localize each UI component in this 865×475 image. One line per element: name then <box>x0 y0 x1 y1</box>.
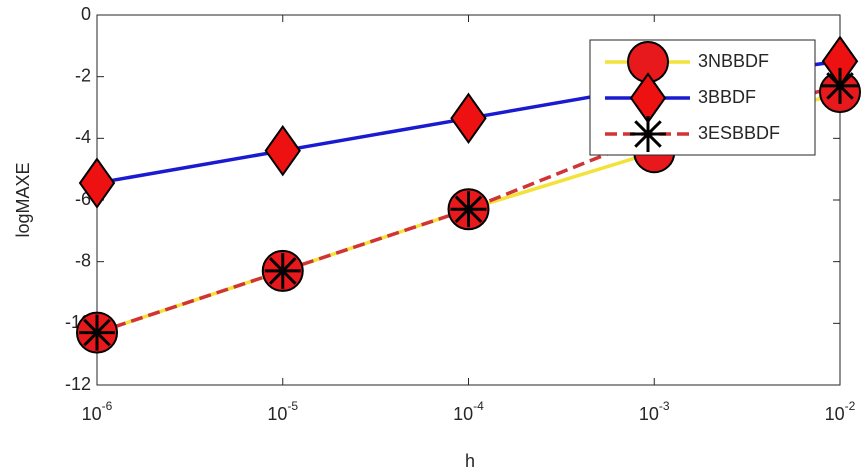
y-tick-label: -12 <box>65 374 91 394</box>
y-tick-label: -8 <box>75 250 91 270</box>
legend-label: 3BBDF <box>698 87 756 107</box>
y-tick-label: 0 <box>81 4 91 24</box>
marker <box>450 191 487 228</box>
marker-shape <box>454 195 483 224</box>
y-tick-label: -2 <box>75 65 91 85</box>
y-axis-label: logMAXE <box>13 162 33 237</box>
marker-shape <box>83 318 111 347</box>
legend-label: 3ESBBDF <box>698 123 780 143</box>
marker <box>264 252 301 289</box>
marker <box>79 314 115 351</box>
marker-shape <box>826 72 854 100</box>
marker-shape <box>268 257 297 285</box>
marker <box>450 92 487 145</box>
y-tick-label: -4 <box>75 127 91 147</box>
x-tick-label: 10-6 <box>82 399 113 424</box>
marker-shape <box>78 157 116 209</box>
x-tick-label: 10-2 <box>825 399 856 424</box>
x-tick-label: 10-5 <box>267 399 298 424</box>
marker-shape <box>264 124 301 177</box>
marker-shape <box>450 92 487 145</box>
marker-shape <box>634 120 662 148</box>
marker <box>630 116 666 152</box>
x-tick-label: 10-4 <box>453 399 484 424</box>
marker <box>78 157 116 209</box>
x-axis-label: h <box>465 451 475 471</box>
marker <box>264 124 301 177</box>
marker <box>822 67 858 104</box>
x-tick-label: 10-3 <box>639 399 670 424</box>
legend-label: 3NBBDF <box>698 51 769 71</box>
